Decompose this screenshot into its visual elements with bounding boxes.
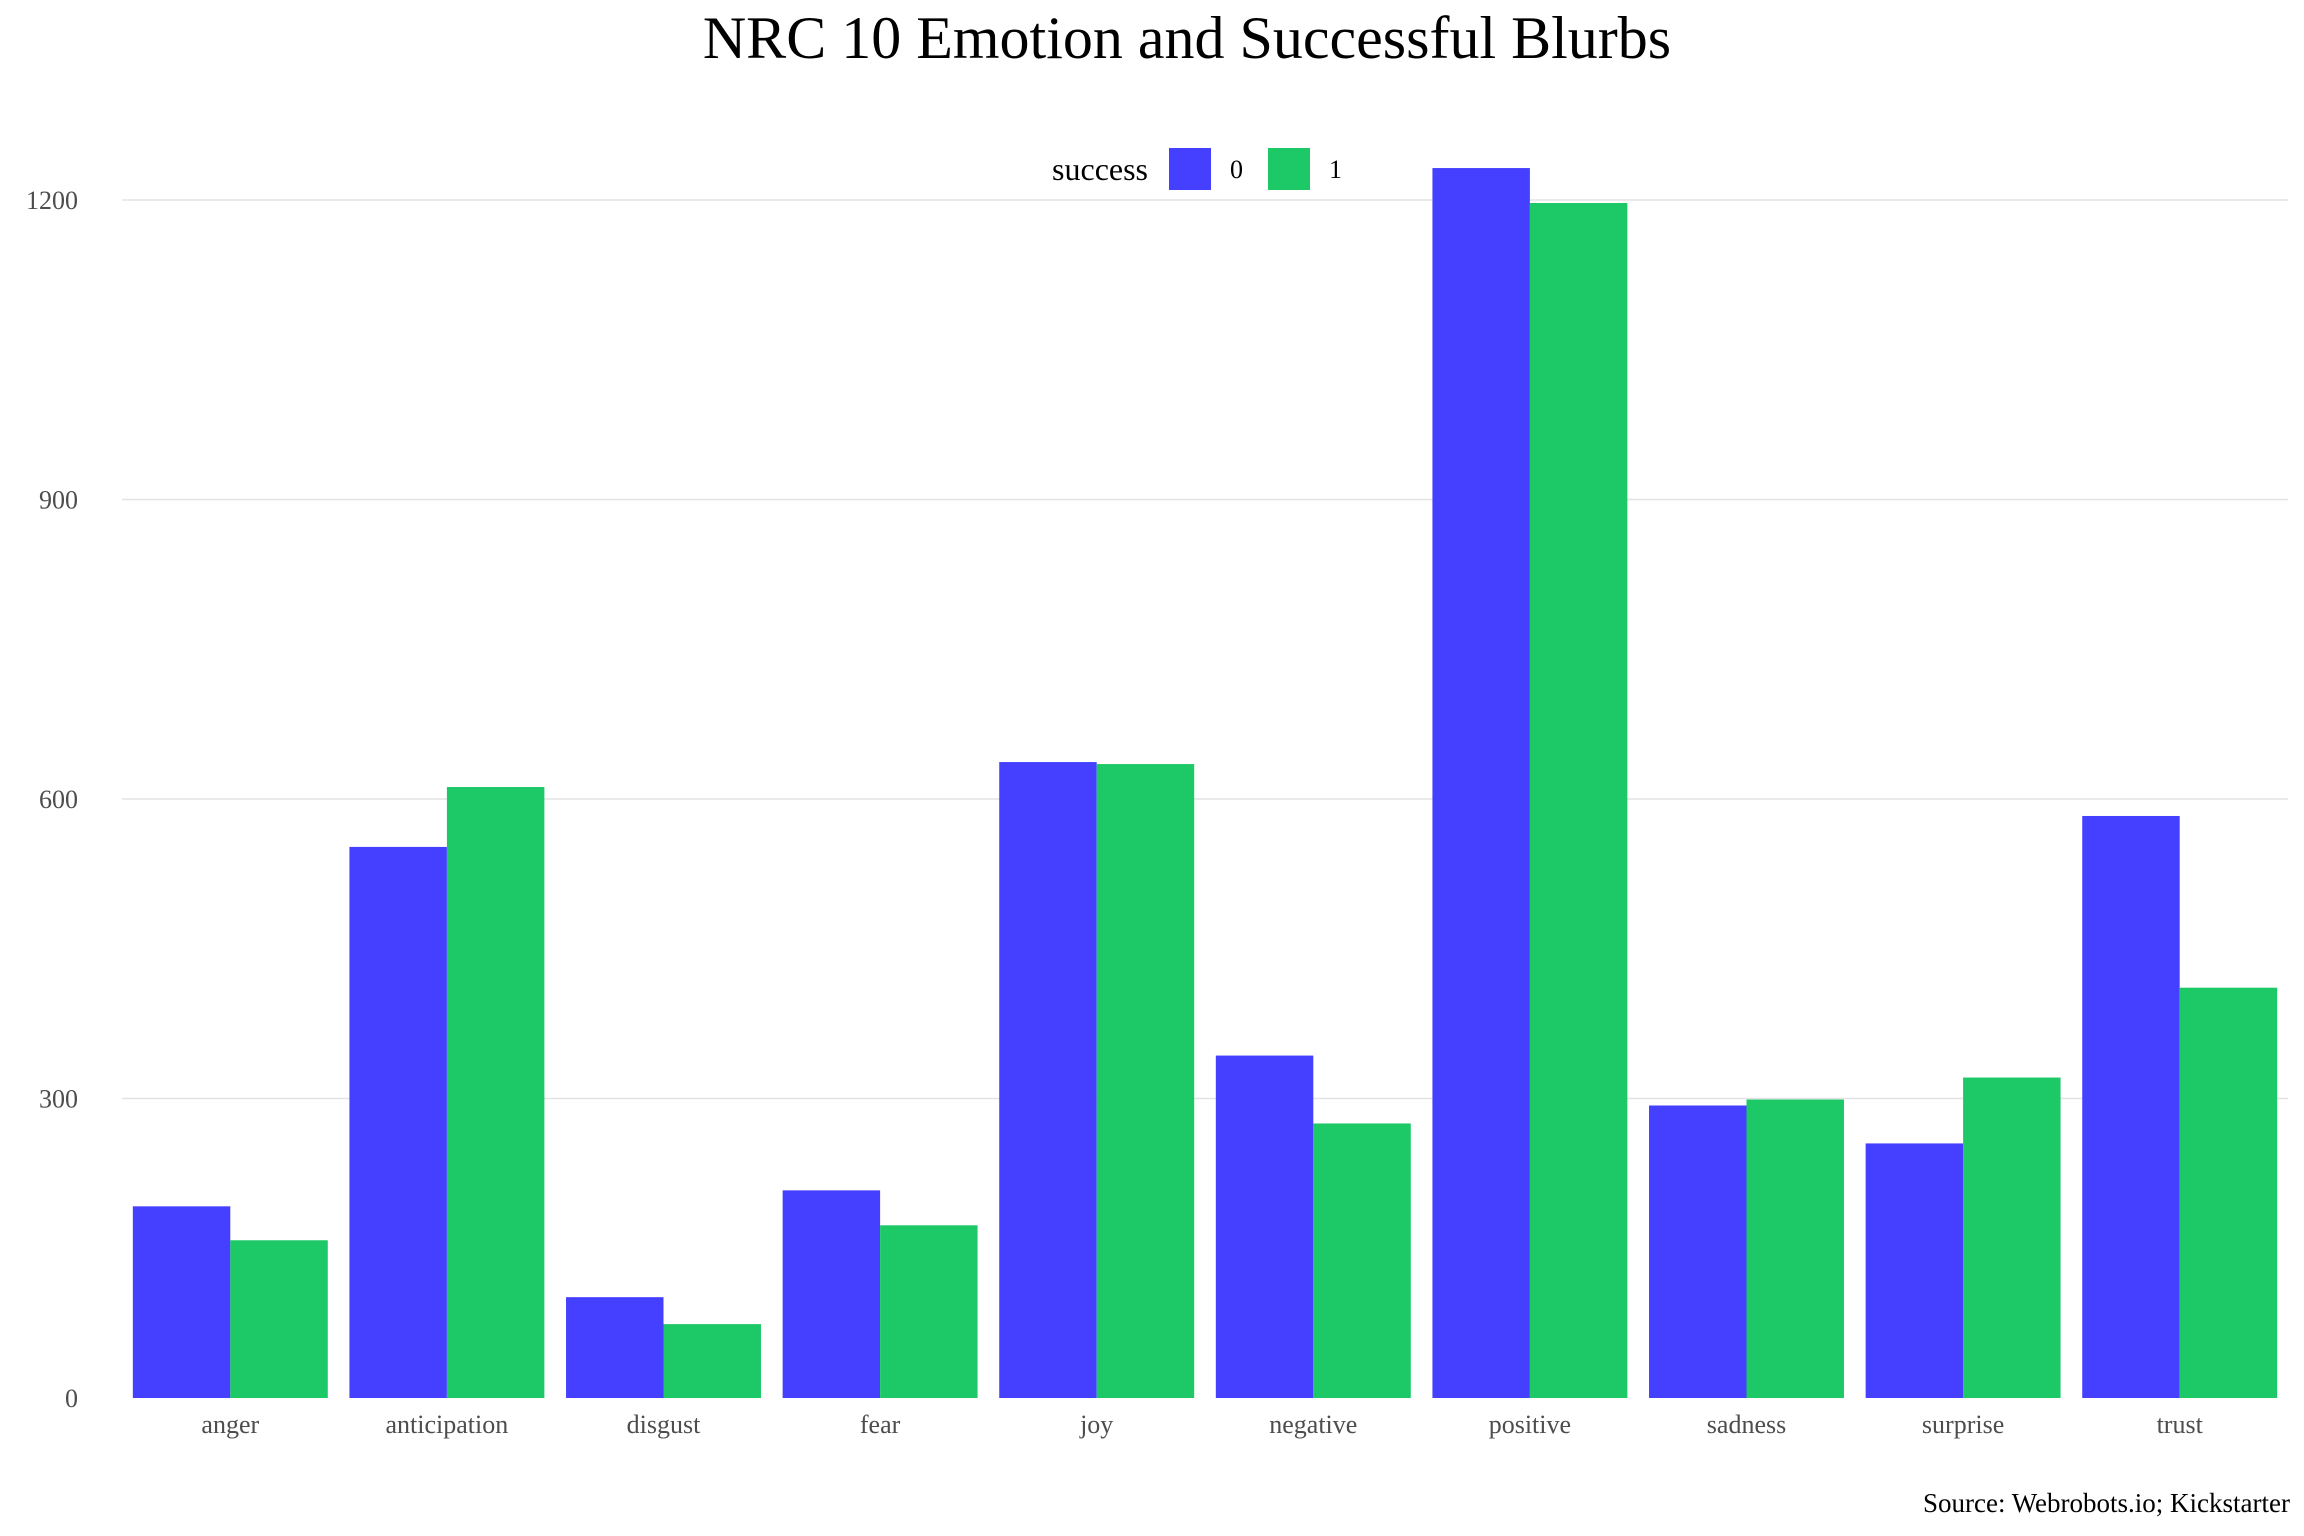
bar-trust-success-1 — [2179, 987, 2278, 1398]
x-tick-label-joy: joy — [1079, 1410, 1113, 1439]
x-tick-label-trust: trust — [2157, 1410, 2204, 1439]
legend: success 0 1 — [1052, 148, 1342, 190]
y-tick-label-900: 900 — [39, 486, 78, 515]
legend-swatch-0 — [1169, 148, 1211, 190]
y-tick-label-1200: 1200 — [26, 186, 78, 215]
bar-trust-success-0 — [2082, 815, 2180, 1398]
bar-sadness-success-1 — [1746, 1099, 1844, 1398]
bar-anger-success-0 — [132, 1206, 231, 1398]
bar-anticipation-success-1 — [446, 787, 545, 1398]
bar-negative-success-1 — [1313, 1123, 1411, 1398]
x-tick-label-anticipation: anticipation — [386, 1410, 509, 1439]
x-axis: anger anticipation disgust fear joy negative p… — [201, 1410, 2203, 1439]
bar-joy-success-0 — [999, 762, 1097, 1398]
bar-anticipation-success-0 — [349, 846, 447, 1398]
legend-title: success — [1052, 151, 1148, 187]
y-tick-label-300: 300 — [39, 1085, 78, 1114]
bar-fear-success-1 — [880, 1225, 978, 1398]
x-tick-label-sadness: sadness — [1707, 1410, 1786, 1439]
bar-disgust-success-0 — [566, 1297, 664, 1398]
legend-label-0: 0 — [1230, 155, 1243, 184]
legend-label-1: 1 — [1329, 155, 1342, 184]
bar-surprise-success-1 — [1963, 1077, 2061, 1398]
bar-fear-success-0 — [782, 1190, 881, 1398]
bar-negative-success-0 — [1215, 1055, 1314, 1398]
y-tick-label-0: 0 — [65, 1384, 78, 1413]
chart-caption: Source: Webrobots.io; Kickstarter — [1923, 1488, 2290, 1518]
x-tick-label-surprise: surprise — [1922, 1410, 2004, 1439]
bar-joy-success-1 — [1096, 764, 1195, 1398]
legend-swatch-1 — [1268, 148, 1310, 190]
bar-positive-success-1 — [1529, 202, 1628, 1398]
x-tick-label-anger: anger — [201, 1410, 259, 1439]
x-tick-label-fear: fear — [860, 1410, 901, 1439]
y-axis: 0 300 600 900 1200 — [26, 186, 78, 1413]
chart-title: NRC 10 Emotion and Successful Blurbs — [703, 5, 1671, 71]
bar-surprise-success-0 — [1865, 1143, 1964, 1398]
bar-disgust-success-1 — [663, 1324, 761, 1398]
bar-sadness-success-0 — [1649, 1105, 1747, 1398]
x-tick-label-positive: positive — [1489, 1410, 1571, 1439]
y-tick-label-600: 600 — [39, 785, 78, 814]
bar-positive-success-0 — [1432, 168, 1530, 1398]
bars — [132, 168, 2278, 1398]
x-tick-label-disgust: disgust — [627, 1410, 701, 1439]
x-tick-label-negative: negative — [1269, 1410, 1357, 1439]
bar-anger-success-1 — [230, 1240, 328, 1398]
